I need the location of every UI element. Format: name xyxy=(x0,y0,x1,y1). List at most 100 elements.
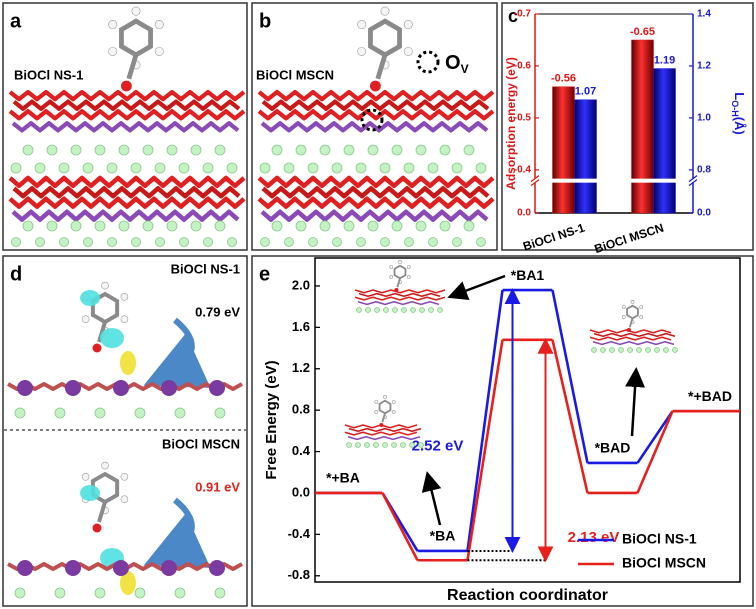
panel-d: d BiOCl NS-1 0.79 eV BiOCl MSCN 0.91 eV xyxy=(2,255,248,607)
cl-atom xyxy=(142,220,154,232)
cl-atom xyxy=(343,220,355,232)
state-label: *+BAD xyxy=(688,388,732,404)
y-tick-label: -0.7 xyxy=(514,9,532,20)
panel-label: d xyxy=(10,263,22,285)
cl-atom xyxy=(364,442,370,448)
cl-atom xyxy=(271,220,283,232)
h-atom xyxy=(389,265,394,269)
y-tick-label: 0.0 xyxy=(517,208,531,219)
state-label: *+BA xyxy=(326,470,360,486)
h-atom xyxy=(120,472,129,481)
break-mark xyxy=(530,179,540,187)
h-atom xyxy=(621,315,626,319)
value-label: -0.56 xyxy=(551,73,576,85)
cl-atom xyxy=(94,220,106,232)
pointer xyxy=(421,471,442,526)
barrier-label: 2.52 eV xyxy=(412,438,464,455)
bond-layer xyxy=(8,109,246,121)
bond-layer xyxy=(344,424,418,429)
h-atom xyxy=(630,300,635,304)
y-tick-label: 0.0 xyxy=(292,484,310,499)
panel-b: b BiOCl MSCN OV xyxy=(251,2,498,251)
y-axis-title: Adsorption energy (eV) xyxy=(504,57,518,190)
cl-atom xyxy=(663,347,669,353)
h-atom xyxy=(154,46,164,56)
cl-atom xyxy=(94,407,106,419)
bi-atom xyxy=(113,380,129,396)
h-atom xyxy=(101,281,109,290)
y2-axis-title: LO-H(Å) xyxy=(730,92,747,135)
cl-atom xyxy=(203,237,213,247)
bar xyxy=(653,68,676,214)
cl-atom xyxy=(118,220,130,232)
cl-atom xyxy=(284,237,294,247)
bond-layer xyxy=(358,292,441,298)
cl-atom xyxy=(190,220,202,232)
panel-label: e xyxy=(259,263,270,285)
y-tick-label: -0.6 xyxy=(514,61,532,72)
cl-atom xyxy=(226,162,238,174)
axis-break xyxy=(532,178,696,183)
h-atom xyxy=(120,495,129,504)
bond-layer xyxy=(589,329,672,334)
cl-atom xyxy=(307,162,319,174)
x-tick-label: BiOCl NS-1 xyxy=(521,220,587,253)
cl-atom xyxy=(600,347,606,353)
cl-atom xyxy=(391,144,403,156)
panel-border xyxy=(2,255,248,607)
cl-atom xyxy=(46,220,58,232)
bar xyxy=(631,39,654,214)
cl-atom xyxy=(380,237,390,247)
y-tick-label: 0.8 xyxy=(292,402,310,417)
vacancy-icon xyxy=(416,50,440,74)
cl-atom xyxy=(295,144,307,156)
panel-caption: BiOCl MSCN xyxy=(256,67,334,82)
cl-atom xyxy=(308,237,318,247)
charge-blob xyxy=(120,571,136,595)
y-tick-label: -0.4 xyxy=(514,165,532,176)
x-tick-label: BiOCl MSCN xyxy=(593,221,666,257)
cl-atom xyxy=(34,162,46,174)
cl-atom xyxy=(609,347,615,353)
state-label: *BA xyxy=(430,528,456,544)
cl-atom xyxy=(94,587,106,599)
cl-atom xyxy=(404,237,414,247)
connector xyxy=(636,410,674,494)
cl-atom xyxy=(356,307,362,313)
charge-blob xyxy=(80,485,100,501)
y2-title-main: L xyxy=(732,92,747,100)
cl-atom xyxy=(355,162,367,174)
cl-atom xyxy=(155,237,165,247)
cl-atom xyxy=(451,162,463,174)
bar xyxy=(552,86,575,214)
cl-atom xyxy=(202,162,214,174)
caption: BiOCl NS-1 xyxy=(171,261,240,276)
cl-atom xyxy=(14,407,26,419)
bi-atom xyxy=(209,560,225,576)
h-atom xyxy=(108,46,118,56)
y-tick-label: -0.5 xyxy=(514,113,532,124)
benzene-ring xyxy=(368,18,402,58)
cl-atom xyxy=(214,220,226,232)
connector xyxy=(381,492,419,561)
cl-atom xyxy=(367,220,379,232)
cl-atom xyxy=(70,144,82,156)
bond-layer xyxy=(257,109,495,121)
charge-blob xyxy=(120,351,136,375)
cl-atom xyxy=(166,144,178,156)
vacancy-subscript: V xyxy=(461,62,469,76)
cl-atom xyxy=(591,347,597,353)
cl-atom xyxy=(409,442,415,448)
bond-layer xyxy=(357,300,440,306)
bond-layer xyxy=(347,435,421,441)
connector xyxy=(551,289,589,464)
cl-atom xyxy=(179,237,189,247)
bond-layer xyxy=(260,209,489,222)
h-atom xyxy=(357,46,367,56)
bi-atom xyxy=(17,380,33,396)
bond-layer xyxy=(257,196,495,209)
transfer-arrow xyxy=(143,317,211,388)
cl-atom xyxy=(54,407,66,419)
value-label: 1.19 xyxy=(654,54,675,66)
bi-atom xyxy=(65,560,81,576)
